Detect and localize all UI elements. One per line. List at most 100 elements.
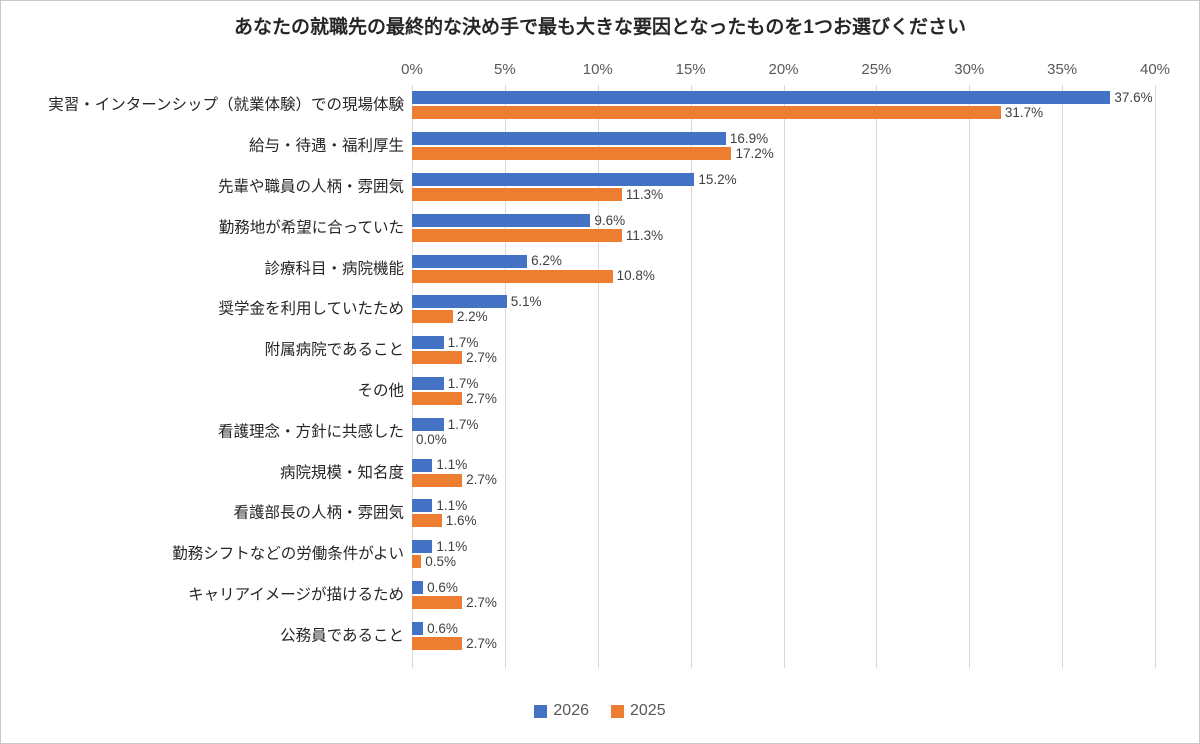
bar-2025: [412, 555, 422, 569]
bar-2026: [412, 499, 433, 513]
bar-value-2026: 1.7%: [447, 416, 479, 432]
x-tick: 40%: [1139, 61, 1171, 78]
bar-2025: [412, 228, 622, 242]
bar-line-2025: 0.5%: [412, 553, 1155, 569]
chart-row: 病院規模・知名度 1.1% 2.7%: [280, 452, 1155, 493]
x-tick: 0%: [401, 61, 423, 78]
category-label: 給与・待遇・福利厚生: [248, 137, 404, 155]
bar-value-2026: 5.1%: [510, 294, 542, 310]
bar-value-2026: 1.7%: [447, 334, 479, 350]
bar-value-2025: 0.5%: [425, 553, 457, 569]
bar-line-2025: 2.7%: [412, 636, 1155, 650]
bar-line-2026: 0.6%: [412, 620, 1155, 636]
legend-item-2026: 2026: [534, 702, 589, 720]
bar-2025: [412, 187, 622, 201]
legend-label-2026: 2026: [553, 702, 589, 720]
bar-line-2025: 11.3%: [412, 188, 1155, 201]
bar-value-2025: 1.6%: [445, 513, 477, 529]
bar-2026: [412, 172, 695, 186]
category-label: その他: [357, 382, 404, 400]
bar-2025: [412, 595, 463, 609]
bar-value-2025: 17.2%: [735, 145, 774, 161]
bar-2026: [412, 254, 528, 268]
bar-line-2026: 6.2%: [412, 253, 1155, 269]
category-label: 勤務地が希望に合っていた: [218, 219, 404, 237]
bar-value-2026: 6.2%: [531, 253, 562, 269]
chart-row: 実習・インターンシップ（就業体験）での現場体験 37.6% 31.7%: [48, 85, 1155, 126]
legend-swatch-2025: [611, 704, 624, 718]
chart-row: 奨学金を利用していたため 5.1% 2.2%: [218, 289, 1155, 330]
bar-value-2026: 1.1%: [436, 457, 468, 473]
category-label: 奨学金を利用していたため: [218, 300, 404, 318]
bar-value-2026: 1.1%: [436, 498, 468, 514]
chart-row: 診療科目・病院機能 6.2% 10.8%: [264, 248, 1155, 289]
bar-value-2026: 16.9%: [729, 130, 769, 146]
x-tick: 25%: [861, 61, 892, 78]
gridlines: [412, 85, 1156, 669]
bar-value-2026: 1.7%: [447, 375, 479, 391]
gridline: [412, 85, 413, 669]
bar-2025: [412, 269, 613, 283]
bar-line-2026: 9.6%: [412, 214, 1155, 227]
bar-2026: [412, 417, 444, 431]
bar-line-2026: 1.1%: [412, 457, 1155, 473]
x-axis: 0% 5% 10% 15% 20% 25% 30% 35% 40%: [401, 61, 1170, 79]
gridline: [783, 85, 785, 669]
category-label: 看護理念・方針に共感した: [217, 423, 404, 441]
bar-value-2025: 2.7%: [466, 390, 497, 406]
gridline: [876, 85, 878, 669]
bar-value-2025: 2.7%: [466, 472, 497, 488]
bar-value-2026: 15.2%: [698, 171, 737, 187]
bar-2026: [412, 540, 433, 554]
bar-2026: [412, 621, 424, 635]
bar-2026: [412, 213, 591, 227]
category-label: 公務員であること: [280, 627, 404, 644]
category-label: キャリアイメージが描けるため: [188, 586, 404, 604]
bar-2025: [412, 514, 442, 528]
bar-value-2025: 11.3%: [625, 227, 664, 243]
category-label: 勤務シフトなどの労働条件がよい: [172, 545, 404, 563]
bar-line-2026: 5.1%: [412, 294, 1155, 310]
bar-line-2025: 2.7%: [412, 596, 1155, 609]
bar-2026: [412, 458, 433, 472]
chart-row: 給与・待遇・福利厚生 16.9% 17.2%: [249, 126, 1155, 167]
bar-value-2026: 9.6%: [594, 212, 626, 228]
bar-2026: [412, 91, 1111, 105]
bar-2025: [412, 391, 463, 405]
bar-line-2026: 1.7%: [412, 418, 1155, 431]
bar-line-2025: 2.7%: [412, 349, 1155, 365]
gridline: [1062, 85, 1064, 669]
gridline: [597, 85, 599, 669]
chart-row: 勤務シフトなどの労働条件がよい 1.1% 0.5%: [172, 534, 1155, 575]
bar-value-2026: 0.6%: [427, 620, 458, 636]
bar-line-2026: 1.7%: [412, 377, 1155, 390]
bar-line-2025: 10.8%: [412, 268, 1155, 284]
chart-row: その他 1.7% 2.7%: [357, 371, 1155, 412]
chart-rows: 実習・インターンシップ（就業体験）での現場体験 37.6% 31.7% 給与・待遇・福…: [48, 85, 1155, 656]
bar-line-2025: 2.7%: [412, 392, 1155, 405]
x-tick: 20%: [768, 61, 799, 78]
bar-line-2025: 31.7%: [412, 105, 1155, 121]
bar-2025: [412, 636, 463, 650]
bar-value-2025: 31.7%: [1004, 105, 1044, 121]
chart-row: 看護部長の人柄・雰囲気 1.1% 1.6%: [233, 493, 1155, 534]
bar-line-2025: 0.0%: [412, 433, 1155, 446]
gridline: [690, 85, 692, 669]
gridline: [504, 85, 506, 669]
bar-value-2025: 10.8%: [616, 268, 655, 284]
bar-line-2026: 16.9%: [412, 130, 1155, 146]
bar-line-2026: 0.6%: [412, 581, 1155, 594]
x-tick: 30%: [954, 61, 985, 78]
bar-value-2026: 0.6%: [427, 579, 458, 595]
chart-row: 公務員であること 0.6% 2.7%: [280, 615, 1155, 656]
x-tick: 15%: [675, 61, 706, 78]
bar-value-2025: 2.7%: [466, 349, 497, 365]
bar-2026: [412, 336, 444, 350]
category-label: 先輩や職員の人柄・雰囲気: [217, 178, 404, 196]
bar-2025: [412, 147, 732, 161]
bar-value-2025: 0.0%: [416, 431, 447, 447]
category-label: 診療科目・病院機能: [264, 259, 404, 277]
bar-value-2025: 11.3%: [625, 186, 664, 202]
bar-line-2026: 1.1%: [412, 498, 1155, 514]
chart-row: 附属病院であること 1.7% 2.7%: [265, 330, 1155, 371]
